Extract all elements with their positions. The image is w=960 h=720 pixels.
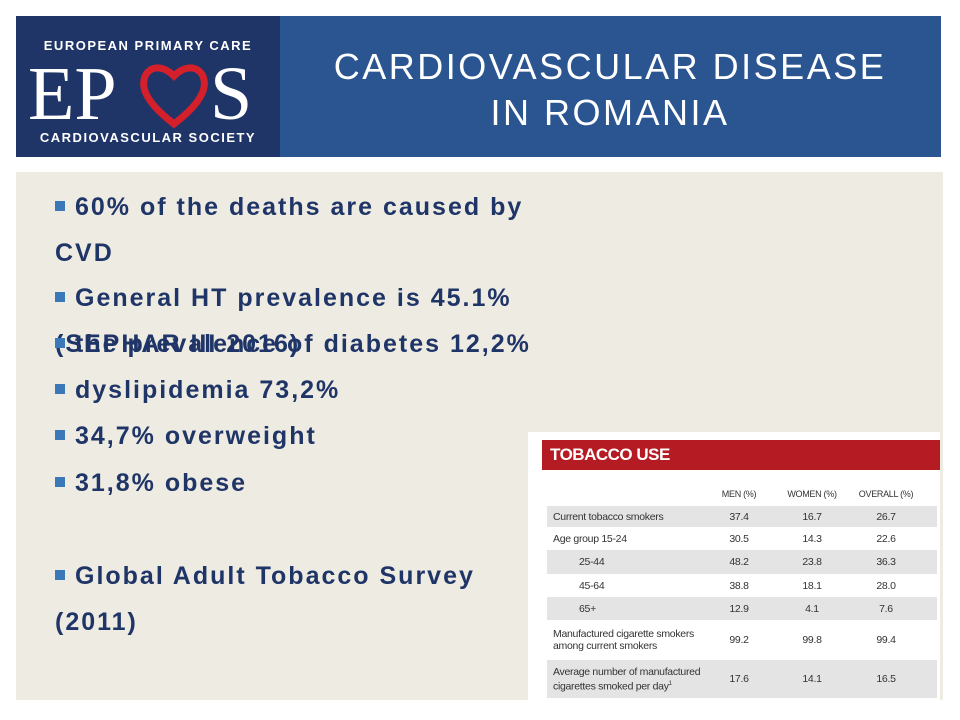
row-label-text: 45-64	[579, 579, 605, 592]
row-label-text: 65+	[579, 602, 596, 615]
cell: 7.6	[879, 602, 893, 615]
bullet-marker	[55, 384, 65, 394]
bullet: 31,8% obese	[55, 460, 535, 506]
bullet: 60% of the deaths are caused by CVD	[55, 184, 535, 276]
cell: 99.8	[802, 634, 822, 646]
cell: 16.5	[876, 673, 896, 685]
cell: 99.2	[729, 634, 749, 646]
logo-heart	[140, 64, 208, 129]
bullet-text: 31,8% obese	[75, 469, 248, 497]
cell: 99.4	[876, 634, 896, 646]
table-row: Average number of manufactured cigarette…	[547, 660, 937, 698]
row-label: Current tobacco smokers	[547, 511, 727, 523]
row-label: Manufactured cigarette smokers among cur…	[547, 628, 727, 652]
cell: 12.9	[729, 602, 749, 615]
bullet-marker	[55, 477, 65, 487]
cell: 17.6	[729, 673, 749, 685]
cell: 48.2	[729, 556, 749, 568]
bullet: General HT prevalence is 45.1% (SEPHAR I…	[55, 275, 535, 367]
column-header: OVERALL (%)	[858, 489, 914, 499]
bullet: dyslipidemia 73,2%	[55, 367, 535, 413]
row-label-text: Age group 15-24	[553, 532, 627, 545]
footnote: 1	[668, 680, 672, 687]
bullet-text: 60% of the deaths are caused by CVD	[55, 193, 524, 267]
bullet-marker	[55, 430, 65, 440]
row-label-text: Average number of manufactured cigarette…	[553, 665, 701, 693]
bullet-marker	[55, 570, 65, 580]
bullet-marker	[55, 292, 65, 302]
title: CARDIOVASCULAR DISEASE IN ROMANIA	[280, 44, 940, 136]
logo-top: EUROPEAN PRIMARY CARE	[43, 38, 253, 53]
cell: 23.8	[802, 556, 822, 568]
title-line: IN ROMANIA	[490, 92, 730, 133]
table-row: Manufactured cigarette smokers among cur…	[547, 620, 937, 660]
cell: 14.3	[802, 532, 822, 545]
bullet-text: dyslipidemia 73,2%	[75, 376, 341, 404]
row-label: 25-44	[547, 556, 727, 568]
row-label-text: Current tobacco smokers	[553, 510, 664, 523]
row-label: Age group 15-24	[547, 533, 727, 545]
bullet: 34,7% overweight	[55, 413, 535, 459]
logo-left: EP	[28, 52, 117, 136]
bullet-text: Global Adult Tobacco Survey (2011)	[55, 562, 475, 636]
title-line: CARDIOVASCULAR DISEASE	[333, 46, 887, 87]
table-row: Current tobacco smokers 37.4 16.7 26.7	[547, 506, 937, 527]
column-header: WOMEN (%)	[787, 489, 837, 499]
column-header: MEN (%)	[721, 489, 757, 499]
cell: 26.7	[876, 510, 896, 523]
table-row: 25-44 48.2 23.8 36.3	[547, 550, 937, 574]
cell: 37.4	[729, 510, 749, 523]
tobacco-table: TOBACCO USE MEN (%) WOMEN (%) OVERALL (%) C…	[528, 432, 940, 700]
cell: 22.6	[876, 532, 896, 545]
row-label: 45-64	[547, 580, 727, 592]
cell: 28.0	[876, 579, 896, 592]
cell: 14.1	[802, 673, 822, 685]
row-label: 65+	[547, 603, 727, 615]
cell: 18.1	[802, 579, 822, 592]
bullet-text: 34,7% overweight	[75, 422, 317, 450]
logo: EUROPEAN PRIMARY CARE EP S CARDIOVASCULA…	[16, 16, 280, 157]
logo-bottom: CARDIOVASCULAR SOCIETY	[39, 130, 257, 145]
bullet: Global Adult Tobacco Survey (2011)	[55, 553, 535, 645]
logo-right: S	[210, 52, 253, 136]
bullet-text: General HT prevalence is 45.1% (SEPHAR I…	[55, 284, 512, 358]
bullet-text: the prevalence of diabetes 12,2%	[75, 330, 531, 358]
table-title: TOBACCO USE	[542, 440, 940, 470]
table-row: Age group 15-24 30.5 14.3 22.6	[547, 527, 937, 550]
bullet-marker	[55, 201, 65, 211]
bullet: the prevalence of diabetes 12,2%	[55, 321, 535, 367]
bullet-marker	[55, 338, 65, 348]
cell: 16.7	[802, 510, 822, 523]
table-row: 45-64 38.8 18.1 28.0	[547, 574, 937, 597]
cell: 4.1	[805, 602, 819, 615]
cell: 30.5	[729, 532, 749, 545]
row-label-text: Manufactured cigarette smokers among cur…	[553, 628, 694, 652]
row-label: Average number of manufactured cigarette…	[547, 666, 727, 693]
cell: 36.3	[876, 556, 896, 568]
table-row: 65+ 12.9 4.1 7.6	[547, 597, 937, 620]
row-label-text: 25-44	[579, 556, 605, 568]
cell: 38.8	[729, 579, 749, 592]
